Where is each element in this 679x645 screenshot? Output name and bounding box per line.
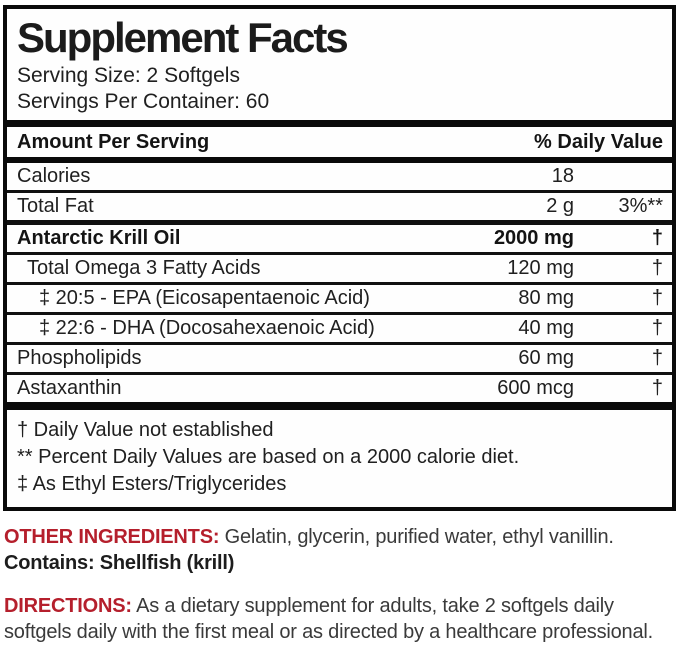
nutrient-dv: 3%** — [618, 195, 663, 218]
nutrient-row: Antarctic Krill Oil 2000 mg † — [7, 225, 672, 256]
nutrient-amt: 18 — [551, 165, 574, 188]
panel-title: Supplement Facts — [17, 14, 349, 61]
nutrient-amt: 600 mcg — [497, 377, 574, 400]
nutrient-dv: † — [651, 257, 663, 280]
nutrient-amt: 2 g — [546, 195, 574, 218]
nutrient-amt: 80 mg — [518, 287, 574, 310]
footnote-line: † Daily Value not established — [17, 419, 274, 442]
directions-line: DIRECTIONS: As a dietary supplement for … — [4, 593, 677, 645]
serving-size: Serving Size: 2 Softgels — [17, 64, 240, 88]
nutrient-row: Total Fat 2 g 3%** — [7, 193, 672, 226]
nutrient-row: ‡ 20:5 - EPA (Eicosapentaenoic Acid) 80 m… — [7, 285, 672, 316]
servings-per-container: Servings Per Container: 60 — [17, 90, 270, 114]
other-ingredients-text: Gelatin, glycerin, purified water, ethyl… — [219, 526, 614, 549]
amount-per-serving-header: Amount Per Serving — [17, 131, 210, 154]
nutrient-amt: 2000 mg — [493, 227, 574, 250]
nutrient-dv: † — [651, 317, 663, 340]
supplement-facts-panel: Supplement Facts Serving Size: 2 Softgel… — [3, 5, 676, 512]
nutrient-amt: 120 mg — [507, 257, 574, 280]
directions-label: DIRECTIONS: — [4, 595, 132, 618]
nutrient-name: Total Omega 3 Fatty Acids — [27, 257, 261, 280]
nutrient-dv: † — [651, 347, 663, 370]
nutrient-name: Calories — [17, 165, 91, 188]
nutrient-name: ‡ 22:6 - DHA (Docosahexaenoic Acid) — [39, 317, 375, 340]
footnote-divider — [7, 402, 672, 411]
table-header-row: Amount Per Serving % Daily Value — [7, 120, 672, 164]
nutrient-row: ‡ 22:6 - DHA (Docosahexaenoic Acid) 40 mg… — [7, 315, 672, 346]
nutrient-name: Phospholipids — [17, 347, 142, 370]
nutrient-dv: † — [651, 377, 663, 400]
nutrient-dv: † — [651, 287, 663, 310]
footnote-line: ‡ As Ethyl Esters/Triglycerides — [17, 473, 287, 496]
nutrient-name: Antarctic Krill Oil — [17, 227, 181, 250]
contains-line: Contains: Shellfish (krill) — [4, 552, 235, 575]
nutrient-row: Total Omega 3 Fatty Acids 120 mg † — [7, 255, 672, 286]
daily-value-header: % Daily Value — [534, 131, 663, 154]
nutrient-amt: 40 mg — [518, 317, 574, 340]
nutrient-dv: † — [651, 227, 663, 250]
below-panel-text: OTHER INGREDIENTS: Gelatin, glycerin, pu… — [4, 524, 677, 645]
other-ingredients-line: OTHER INGREDIENTS: Gelatin, glycerin, pu… — [4, 524, 677, 550]
footnote-line: ** Percent Daily Values are based on a 2… — [17, 446, 520, 469]
nutrient-rows: Calories 18 Total Fat 2 g 3%** Antarctic Kril… — [7, 163, 672, 402]
nutrient-amt: 60 mg — [518, 347, 574, 370]
nutrient-row: Astaxanthin 600 mcg † — [7, 375, 672, 402]
other-ingredients-label: OTHER INGREDIENTS: — [4, 526, 220, 549]
nutrient-name: Total Fat — [17, 195, 94, 218]
footnotes: † Daily Value not established ** Percent … — [7, 410, 672, 507]
nutrient-name: ‡ 20:5 - EPA (Eicosapentaenoic Acid) — [39, 287, 370, 310]
nutrient-row: Calories 18 — [7, 163, 672, 194]
nutrient-row: Phospholipids 60 mg † — [7, 345, 672, 376]
nutrient-name: Astaxanthin — [17, 377, 122, 400]
